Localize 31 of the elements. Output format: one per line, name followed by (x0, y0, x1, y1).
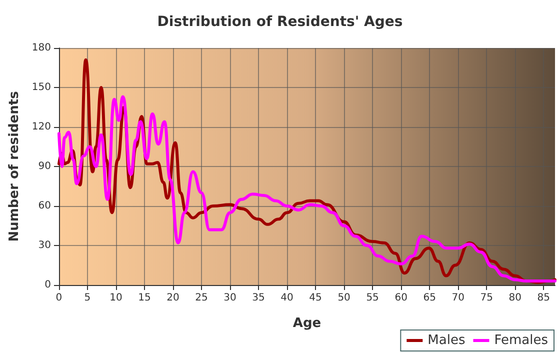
x-tick-label: 80 (508, 292, 522, 304)
x-tick-label: 70 (452, 292, 464, 304)
x-tick-label: 60 (394, 292, 408, 304)
x-tick-label: 35 (252, 292, 265, 304)
y-tick-label: 120 (32, 122, 51, 132)
x-tick-label: 25 (195, 292, 208, 304)
x-tick-label: 45 (309, 292, 322, 304)
x-tick-label: 85 (537, 292, 550, 304)
y-tick-label: 30 (38, 240, 51, 251)
y-tick-label: 0 (44, 280, 51, 290)
x-tick-label: 55 (366, 292, 379, 304)
x-tick-label: 30 (224, 292, 236, 304)
y-tick-label: 90 (38, 161, 51, 172)
legend-label: Males (428, 333, 466, 348)
x-axis-title: Age (292, 316, 322, 331)
x-tick-label: 20 (166, 292, 180, 304)
y-tick-label: 150 (32, 82, 51, 93)
x-tick-label: 10 (110, 292, 122, 304)
x-tick-label: 0 (56, 292, 62, 304)
x-tick-label: 50 (338, 292, 350, 304)
x-tick-label: 5 (84, 292, 91, 304)
x-tick-label: 40 (280, 292, 294, 304)
y-tick-label: 180 (32, 42, 51, 54)
y-tick-label: 60 (38, 200, 51, 212)
chart-title: Distribution of Residents' Ages (157, 14, 403, 30)
line-series (57, 95, 556, 283)
x-tick-label: 75 (480, 292, 493, 304)
x-tick-label: 65 (423, 292, 436, 304)
y-axis-title: Number of residents (7, 90, 22, 242)
x-tick-label: 15 (138, 292, 151, 304)
legend-label: Females (494, 333, 548, 348)
